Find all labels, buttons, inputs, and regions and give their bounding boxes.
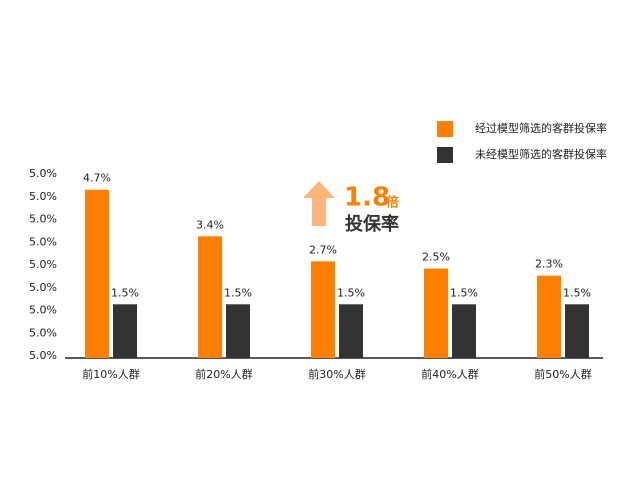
bar (339, 304, 363, 358)
legend-swatch (437, 121, 453, 137)
y-axis-label: 5.0% (29, 326, 57, 339)
bar (537, 275, 561, 358)
y-axis-label: 5.0% (29, 258, 57, 271)
value-label: 1.5% (224, 286, 252, 299)
x-tick-label: 前30%人群 (308, 367, 365, 381)
bar (113, 304, 137, 358)
y-axis-label: 5.0% (29, 190, 57, 203)
bar (198, 236, 222, 358)
bar (565, 304, 589, 358)
x-tick-label: 前50%人群 (534, 367, 591, 381)
value-label: 2.3% (535, 258, 563, 271)
value-label: 2.5% (422, 251, 450, 264)
value-label: 2.7% (309, 243, 337, 256)
bar (452, 304, 476, 358)
value-label: 1.5% (111, 286, 139, 299)
value-label: 1.5% (450, 286, 478, 299)
increase-arrow (303, 181, 335, 226)
x-tick-label: 前20%人群 (195, 367, 252, 381)
x-tick-label: 前10%人群 (82, 367, 139, 381)
legend-swatch (437, 147, 453, 163)
value-label: 1.5% (337, 286, 365, 299)
y-axis-label: 5.0% (29, 349, 57, 362)
annotation-multiple: 1.8 (344, 183, 390, 213)
y-axis-label: 5.0% (29, 304, 57, 317)
x-tick-label: 前40%人群 (421, 367, 478, 381)
bar (424, 268, 448, 358)
bar (311, 261, 335, 358)
legend-label: 经过模型筛选的客群投保率 (475, 121, 607, 135)
legend-label: 未经模型筛选的客群投保率 (475, 147, 607, 161)
bar (85, 189, 109, 358)
value-label: 3.4% (196, 218, 224, 231)
y-axis-label: 5.0% (29, 235, 57, 248)
annotation-text: 投保率 (345, 213, 399, 235)
y-axis-label: 5.0% (29, 213, 57, 226)
bar (226, 304, 250, 358)
y-axis-label: 5.0% (29, 167, 57, 180)
y-axis-label: 5.0% (29, 281, 57, 294)
value-label: 1.5% (563, 286, 591, 299)
value-label: 4.7% (83, 172, 111, 185)
annotation-unit: 倍 (386, 195, 399, 211)
